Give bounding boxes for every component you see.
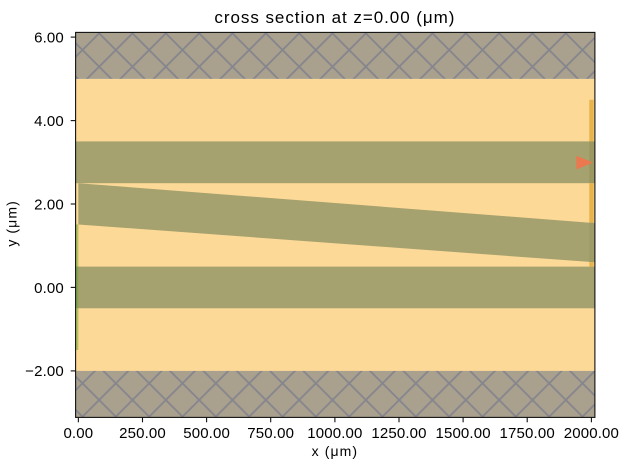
- svg-text:1000.00: 1000.00: [307, 425, 362, 442]
- svg-text:x (μm): x (μm): [312, 443, 359, 459]
- svg-text:y (μm): y (μm): [4, 200, 20, 247]
- svg-text:0.00: 0.00: [63, 425, 93, 442]
- svg-text:−2.00: −2.00: [25, 363, 64, 380]
- svg-text:4.00: 4.00: [34, 113, 64, 130]
- svg-text:1250.00: 1250.00: [371, 425, 426, 442]
- svg-text:1500.00: 1500.00: [435, 425, 490, 442]
- svg-text:250.00: 250.00: [119, 425, 166, 442]
- svg-text:500.00: 500.00: [183, 425, 230, 442]
- svg-text:0.00: 0.00: [34, 280, 64, 297]
- svg-text:1750.00: 1750.00: [500, 425, 555, 442]
- svg-text:2.00: 2.00: [34, 196, 64, 213]
- svg-text:750.00: 750.00: [247, 425, 294, 442]
- svg-text:6.00: 6.00: [34, 30, 64, 47]
- svg-text:2000.00: 2000.00: [564, 425, 619, 442]
- svg-text:cross section at z=0.00 (μm): cross section at z=0.00 (μm): [214, 8, 455, 27]
